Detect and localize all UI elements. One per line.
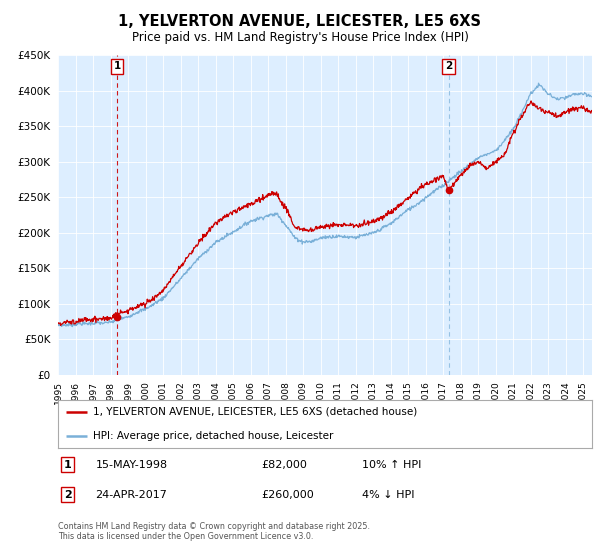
Text: 1, YELVERTON AVENUE, LEICESTER, LE5 6XS (detached house): 1, YELVERTON AVENUE, LEICESTER, LE5 6XS … xyxy=(93,407,417,417)
Text: £82,000: £82,000 xyxy=(261,460,307,470)
Text: 10% ↑ HPI: 10% ↑ HPI xyxy=(362,460,422,470)
Text: HPI: Average price, detached house, Leicester: HPI: Average price, detached house, Leic… xyxy=(93,431,333,441)
Text: 15-MAY-1998: 15-MAY-1998 xyxy=(95,460,167,470)
Text: Price paid vs. HM Land Registry's House Price Index (HPI): Price paid vs. HM Land Registry's House … xyxy=(131,31,469,44)
Text: 4% ↓ HPI: 4% ↓ HPI xyxy=(362,490,415,500)
Text: 2: 2 xyxy=(445,61,452,71)
Text: £260,000: £260,000 xyxy=(261,490,314,500)
Text: 1: 1 xyxy=(64,460,71,470)
Text: 1, YELVERTON AVENUE, LEICESTER, LE5 6XS: 1, YELVERTON AVENUE, LEICESTER, LE5 6XS xyxy=(119,14,482,29)
Text: 24-APR-2017: 24-APR-2017 xyxy=(95,490,167,500)
Text: 1: 1 xyxy=(113,61,121,71)
Text: Contains HM Land Registry data © Crown copyright and database right 2025.
This d: Contains HM Land Registry data © Crown c… xyxy=(58,522,370,542)
Text: 2: 2 xyxy=(64,490,71,500)
